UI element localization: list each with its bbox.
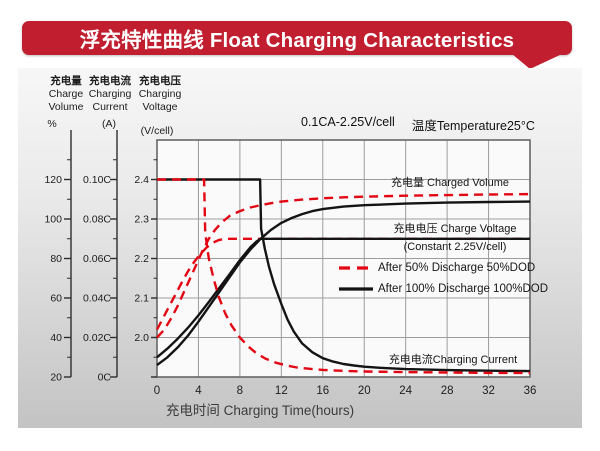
tick-label-hours: 28 (441, 385, 454, 397)
axis-unit-vcell: (V/cell) (140, 125, 174, 137)
tick-label-voltage: 2.4 (134, 174, 149, 186)
curve-charge-voltage-50dod (155, 237, 530, 331)
axis-unit-percent: % (47, 118, 57, 130)
condition-temperature: 温度Temperature25°C (411, 119, 535, 133)
tick-label-percent: 20 (50, 372, 62, 384)
legend-label: After 100% Discharge 100%DOD (378, 283, 549, 295)
annotation-constant-voltage: (Constant 2.25V/cell) (403, 241, 507, 253)
curve-charging-current-50dod (157, 178, 531, 375)
axis-header-charging-voltage: 充电电压 Charging Voltage (132, 75, 188, 114)
tick-label-percent: 80 (50, 253, 62, 265)
chart-canvas: 120100806040200.10C0.08C0.06C0.04C0.02C0… (44, 130, 537, 397)
curve-charged-volume-100dod (156, 200, 531, 367)
tick-label-voltage: 2.1 (134, 293, 149, 305)
title-banner: 浮充特性曲线 Float Charging Characteristics (22, 21, 572, 55)
tick-label-current: 0C (98, 372, 112, 384)
legend-swatch-dashed (339, 266, 373, 270)
axis-header-zh: 充电电压 (139, 75, 181, 87)
axis-header-en: Charging (88, 88, 132, 100)
legend-label: After 50% Discharge 50%DOD (378, 262, 536, 274)
annotation-charge-voltage: 充电电压 Charge Voltage (393, 223, 517, 235)
curve-charging-current-100dod (157, 178, 531, 373)
condition-charge-rate: 0.1CA-2.25V/cell (301, 115, 395, 129)
tick-label-percent: 60 (50, 293, 62, 305)
axis-header-charge-volume: 充电量 Charge Volume (38, 75, 94, 114)
tick-label-current: 0.06C (83, 253, 111, 265)
tick-label-percent: 120 (44, 174, 62, 186)
page-title: 浮充特性曲线 Float Charging Characteristics (79, 29, 515, 52)
curve-charged-volume-50dod (156, 192, 531, 339)
tick-label-hours: 0 (154, 385, 160, 397)
tick-label-percent: 40 (50, 332, 62, 344)
chart-panel: 充电量 Charge Volume 充电电流 Charging Current … (18, 68, 582, 428)
tick-label-current: 0.04C (83, 293, 111, 305)
tick-label-voltage: 2.3 (134, 214, 149, 226)
annotation-charged-volume: 充电量 Charged Volume (391, 177, 509, 189)
legend-item-50dod: After 50% Discharge 50%DOD (338, 261, 535, 275)
tick-label-percent: 100 (44, 214, 62, 226)
tick-label-voltage: 2.2 (134, 253, 149, 265)
tick-label-current: 0.08C (83, 214, 111, 226)
x-axis-title: 充电时间 Charging Time(hours) (165, 403, 355, 418)
test-condition: 0.1CA-2.25V/cell 温度Temperature25°C (301, 115, 535, 134)
tick-label-current: 0.02C (83, 332, 111, 344)
tick-label-hours: 20 (358, 385, 371, 397)
legend-swatch-solid (339, 287, 373, 291)
tick-label-hours: 32 (482, 385, 495, 397)
tick-label-hours: 4 (195, 385, 202, 397)
annotation-charging-current: 充电电流Charging Current (388, 354, 518, 366)
banner-tail-decoration (512, 54, 562, 69)
axis-unit-ampere: (A) (102, 118, 116, 130)
axis-header-zh: 充电量 (50, 75, 82, 87)
tick-label-current: 0.10C (83, 174, 111, 186)
axis-header-en: Charge (48, 88, 84, 100)
tick-label-voltage: 2.0 (134, 332, 149, 344)
tick-label-hours: 16 (316, 385, 329, 397)
curve-charge-voltage-100dod (156, 237, 530, 359)
axis-header-en: Voltage (142, 101, 178, 113)
tick-label-hours: 36 (524, 385, 537, 397)
tick-label-hours: 8 (237, 385, 243, 397)
axis-header-charging-current: 充电电流 Charging Current (82, 75, 138, 114)
axis-header-zh: 充电电流 (89, 75, 131, 87)
axis-header-en: Charging (138, 88, 182, 100)
tick-label-hours: 24 (399, 385, 412, 397)
legend-item-100dod: After 100% Discharge 100%DOD (338, 282, 548, 296)
axis-header-en: Volume (48, 101, 84, 113)
axis-header-en: Current (92, 101, 128, 113)
tick-label-hours: 12 (275, 385, 288, 397)
